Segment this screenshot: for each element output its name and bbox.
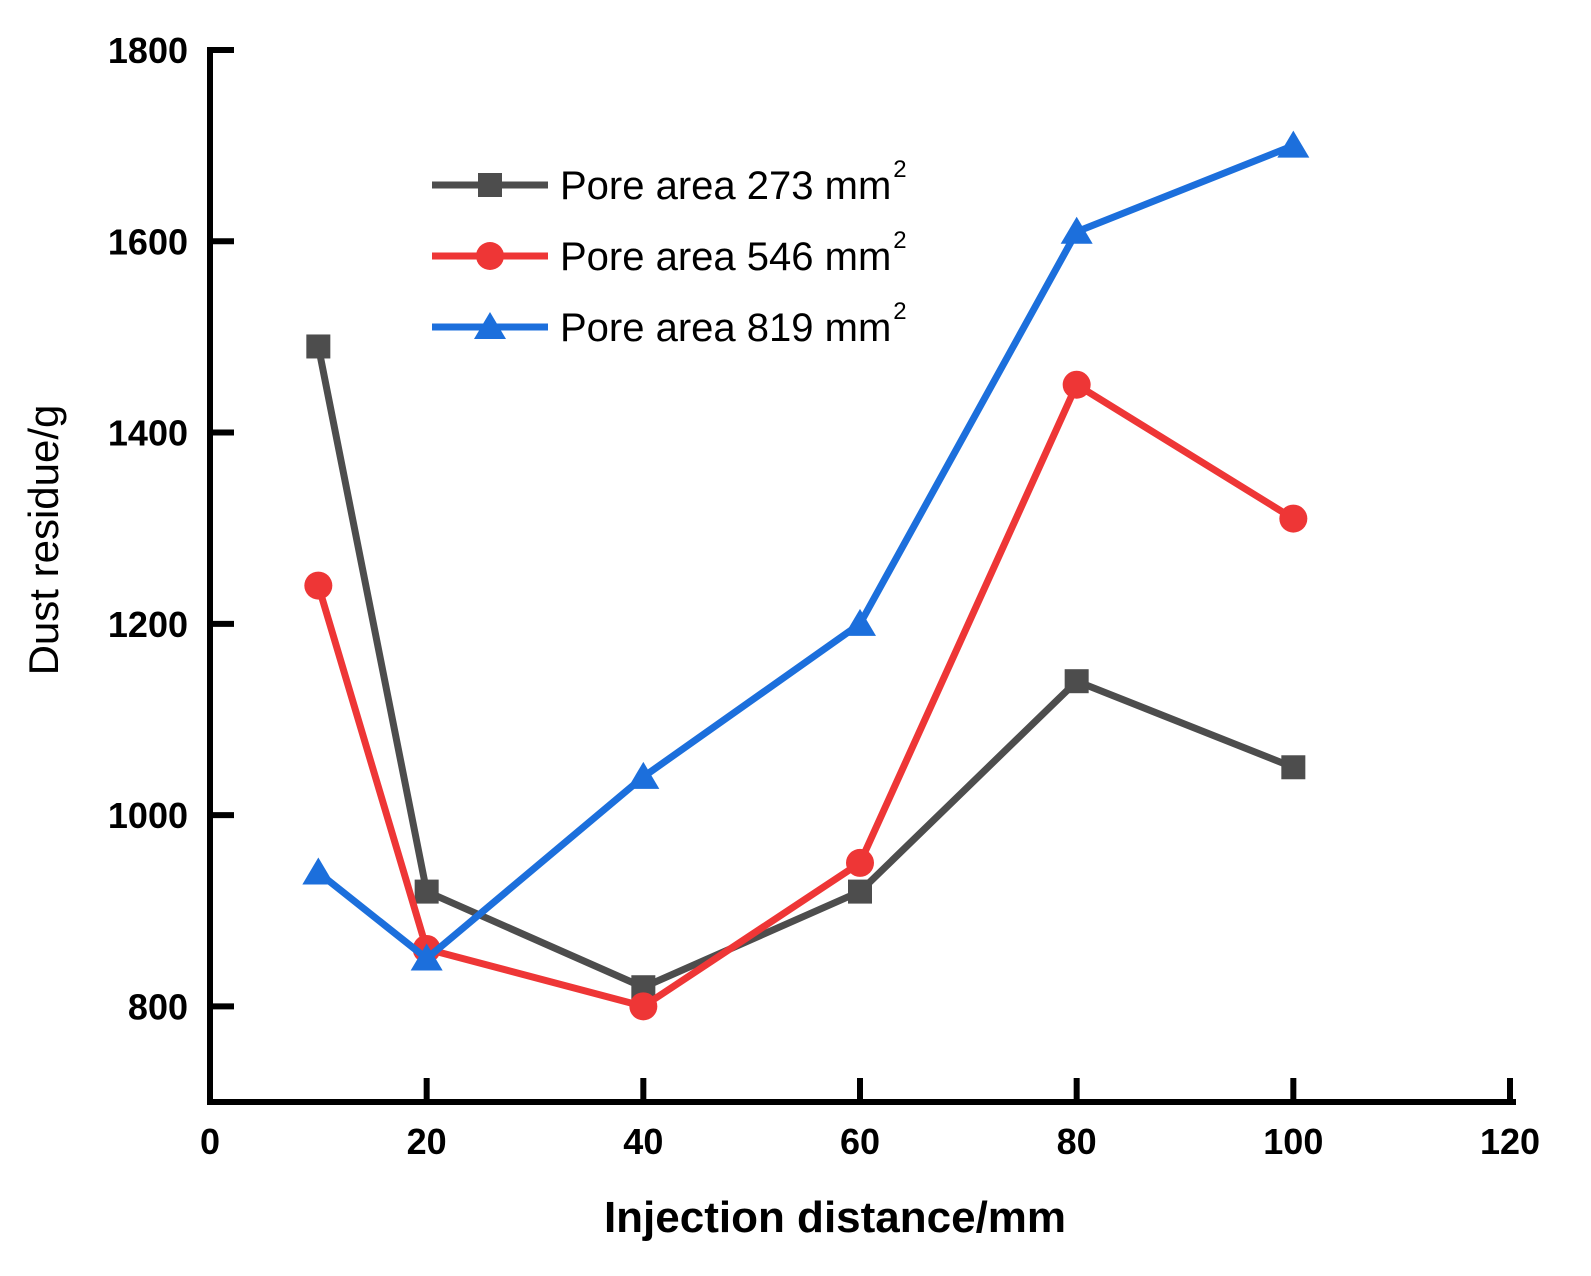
data-point xyxy=(1277,130,1310,158)
series-line xyxy=(316,142,1295,963)
y-tick-label: 1400 xyxy=(108,413,188,454)
x-tick-label: 20 xyxy=(407,1121,447,1162)
data-point xyxy=(1279,504,1308,533)
data-point xyxy=(1064,669,1089,694)
data-point xyxy=(302,857,335,885)
data-point xyxy=(629,992,658,1021)
y-tick-label: 1800 xyxy=(108,30,188,71)
legend-label-superscript: 2 xyxy=(893,227,906,254)
y-axis-title: Dust residue/g xyxy=(20,405,67,676)
legend-label: Pore area 273 mm xyxy=(560,164,891,208)
data-point xyxy=(1060,216,1093,244)
x-tick-label: 80 xyxy=(1057,1121,1097,1162)
data-point xyxy=(1281,755,1306,780)
x-axis-title: Injection distance/mm xyxy=(604,1193,1066,1242)
series-line xyxy=(314,381,1296,1010)
series-triangle xyxy=(302,130,1310,971)
y-tick-label: 1000 xyxy=(108,795,188,836)
x-tick-label: 60 xyxy=(840,1121,880,1162)
legend-label-superscript: 2 xyxy=(893,156,906,183)
legend-label: Pore area 819 mm xyxy=(560,306,891,350)
x-tick-label: 0 xyxy=(200,1121,220,1162)
legend-marker xyxy=(474,312,506,339)
legend-marker xyxy=(476,242,504,270)
data-point xyxy=(410,943,443,971)
x-tick-label: 120 xyxy=(1480,1121,1540,1162)
series-square xyxy=(306,334,1306,1000)
tick-marks xyxy=(207,47,1513,1102)
data-point xyxy=(846,848,874,877)
legend-marker xyxy=(478,173,502,197)
data-series xyxy=(302,130,1310,1021)
legend-item: Pore area 819 mm 2 xyxy=(432,298,907,350)
legend-item: Pore area 273 mm 2 xyxy=(432,156,907,208)
data-point xyxy=(844,608,876,636)
data-point xyxy=(1062,370,1091,399)
tick-labels: 0 20 40 60 80 100 120 800 1000 1200 1400 1600 1800 xyxy=(108,30,1540,1162)
x-tick-label: 40 xyxy=(623,1121,663,1162)
data-point xyxy=(627,761,660,789)
legend-label-superscript: 2 xyxy=(893,298,906,325)
data-point xyxy=(848,879,872,904)
series-circle xyxy=(304,370,1308,1021)
legend-item: Pore area 546 mm 2 xyxy=(432,227,907,279)
legend-label: Pore area 546 mm xyxy=(560,235,891,279)
x-tick-label: 100 xyxy=(1263,1121,1323,1162)
y-tick-label: 1600 xyxy=(108,221,188,262)
data-point xyxy=(306,334,331,359)
data-point xyxy=(304,571,333,600)
series-line xyxy=(314,345,1295,991)
y-tick-label: 1200 xyxy=(108,604,188,645)
y-tick-label: 800 xyxy=(128,986,188,1027)
data-point xyxy=(414,879,439,904)
